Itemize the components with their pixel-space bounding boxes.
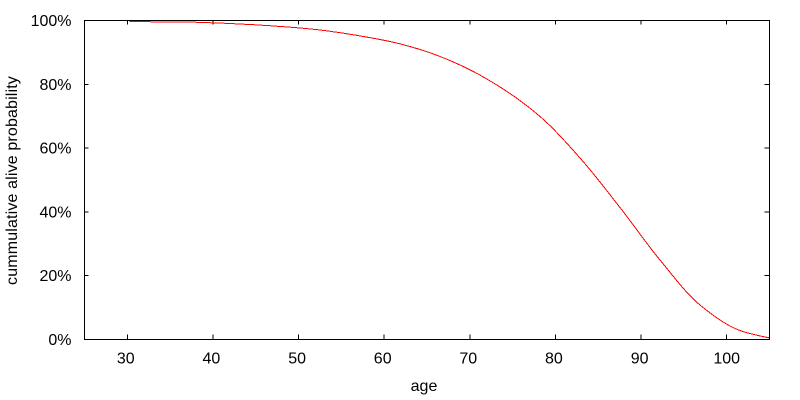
svg-text:cummulative alive probability: cummulative alive probability [4,76,21,285]
svg-text:30: 30 [117,351,135,368]
svg-text:0%: 0% [48,332,71,349]
svg-text:20%: 20% [39,268,71,285]
svg-text:50: 50 [288,351,306,368]
svg-text:100%: 100% [31,13,72,30]
svg-text:age: age [411,378,438,395]
svg-text:60%: 60% [39,141,71,158]
svg-text:70: 70 [459,351,477,368]
svg-text:100: 100 [713,351,740,368]
svg-text:40: 40 [203,351,221,368]
svg-text:80: 80 [545,351,563,368]
svg-text:80%: 80% [39,77,71,94]
svg-text:40%: 40% [39,204,71,221]
svg-text:90: 90 [631,351,649,368]
svg-text:60: 60 [374,351,392,368]
